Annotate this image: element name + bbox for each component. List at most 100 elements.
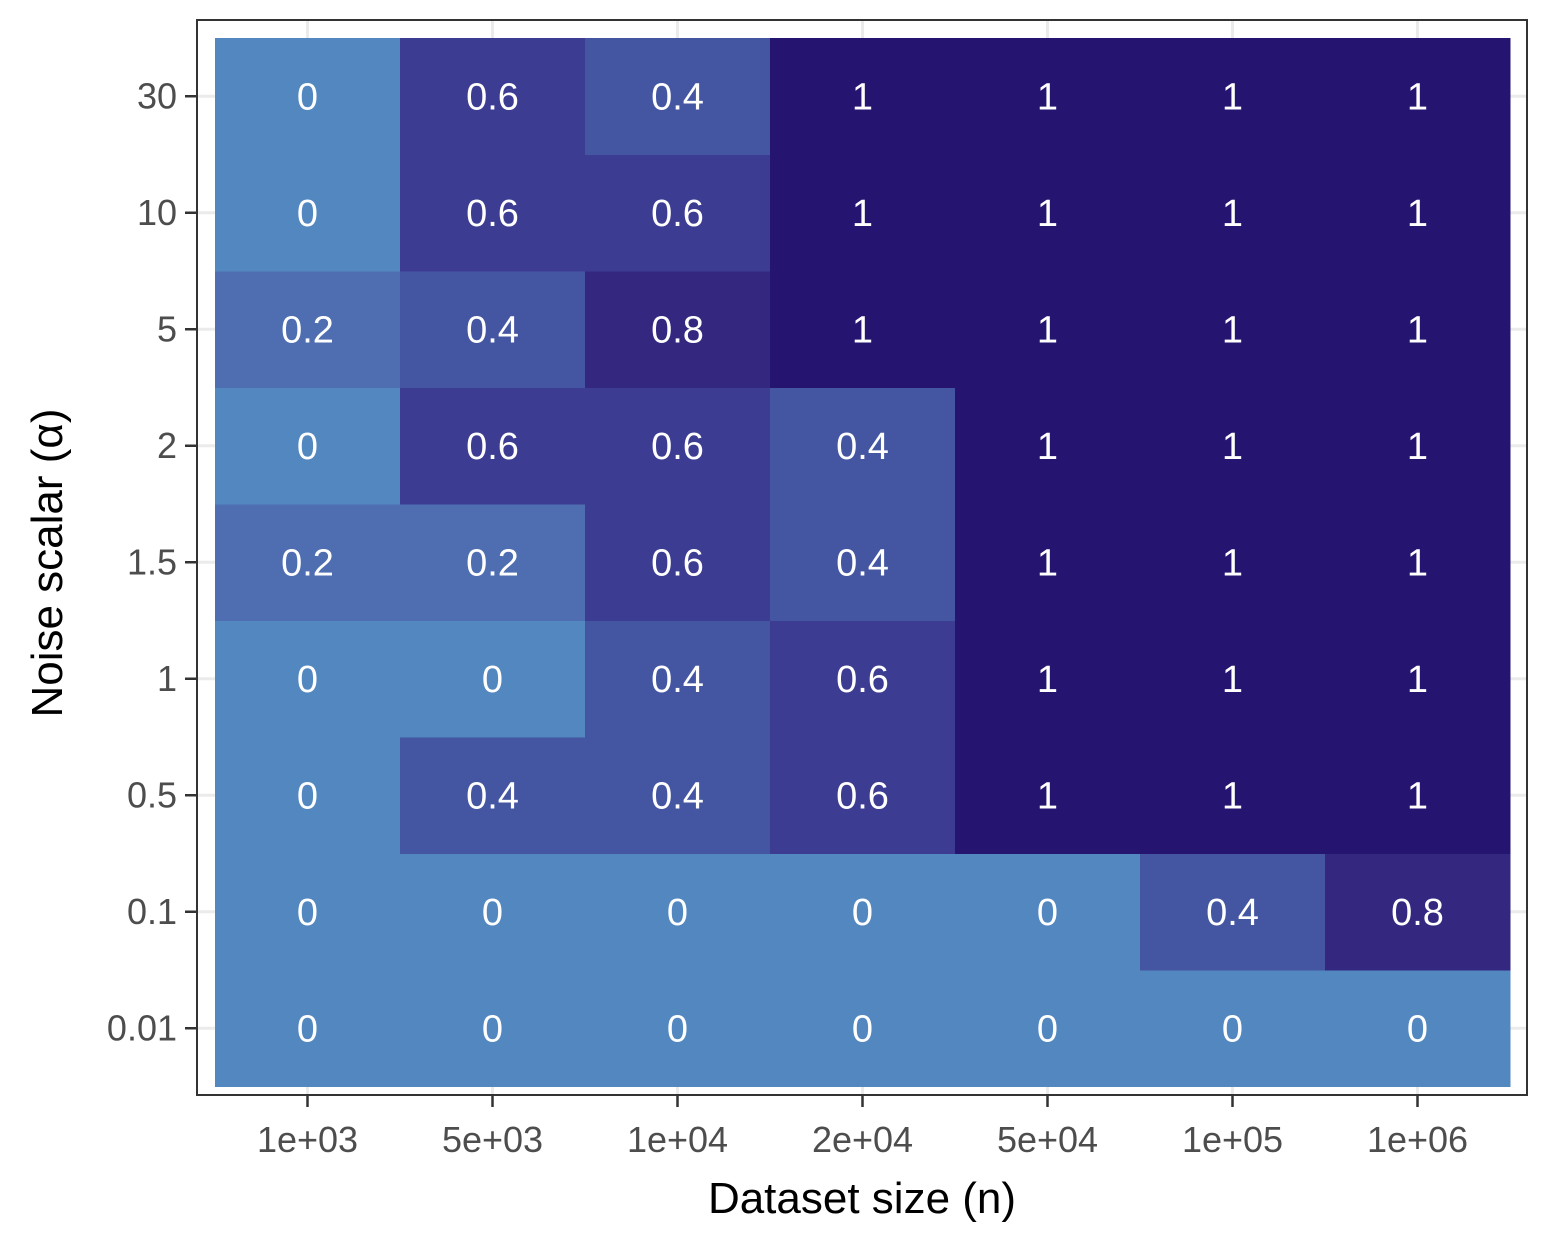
- cell-1e-04-0-01: [585, 970, 771, 1087]
- cell-5e-03-10: [400, 154, 586, 272]
- cell-1e-05-5: [1140, 271, 1326, 388]
- cell-label-1e-06-0-01: 0: [1407, 1008, 1428, 1050]
- cell-label-1e-05-1: 1: [1222, 659, 1243, 701]
- y-tick-label-2: 2: [157, 425, 177, 466]
- cell-1e-06-0-5: [1325, 737, 1511, 854]
- cell-2e-04-0-1: [770, 853, 956, 971]
- x-tick-label-1e-03: 1e+03: [257, 1119, 358, 1160]
- cell-5e-03-0-1: [400, 853, 586, 971]
- cell-label-5e-03-0-01: 0: [482, 1008, 503, 1050]
- cell-label-1e-04-1: 0.4: [651, 659, 704, 701]
- cell-label-1e-03-2: 0: [297, 426, 318, 468]
- cell-label-1e-05-2: 1: [1222, 426, 1243, 468]
- cell-1e-03-0-01: [215, 970, 401, 1087]
- cell-1e-06-5: [1325, 271, 1511, 388]
- cell-label-1e-06-10: 1: [1407, 193, 1428, 235]
- cell-2e-04-1: [770, 620, 956, 738]
- cell-label-2e-04-10: 1: [852, 193, 873, 235]
- cell-1e-03-1-5: [215, 504, 401, 621]
- cell-5e-03-30: [400, 38, 586, 155]
- cell-1e-05-0-1: [1140, 853, 1326, 971]
- cell-1e-06-2: [1325, 387, 1511, 505]
- cell-5e-03-0-01: [400, 970, 586, 1087]
- y-tick-label-10: 10: [137, 192, 177, 233]
- cell-label-1e-03-10: 0: [297, 193, 318, 235]
- cell-1e-06-0-01: [1325, 970, 1511, 1087]
- cell-5e-04-0-01: [955, 970, 1141, 1087]
- cell-label-1e-04-10: 0.6: [651, 193, 704, 235]
- x-tick-label-5e-04: 5e+04: [997, 1119, 1098, 1160]
- cell-5e-04-1: [955, 620, 1141, 738]
- axis-ticks: 1e+03 5e+03 1e+04 2e+04 5e+04 1e+05 1e+06 0.01 0…: [107, 75, 1468, 1160]
- cell-1e-03-2: [215, 387, 401, 505]
- cell-1e-05-30: [1140, 38, 1326, 155]
- cell-label-5e-03-2: 0.6: [466, 426, 519, 468]
- cell-5e-03-2: [400, 387, 586, 505]
- cell-label-5e-04-5: 1: [1037, 309, 1058, 351]
- cell-1e-06-0-1: [1325, 853, 1511, 971]
- x-tick-label-2e-04: 2e+04: [812, 1119, 913, 1160]
- cell-1e-05-2: [1140, 387, 1326, 505]
- cell-label-1e-03-0-5: 0: [297, 775, 318, 817]
- cell-label-5e-04-0-1: 0: [1037, 892, 1058, 934]
- cell-label-2e-04-1-5: 0.4: [836, 542, 889, 584]
- cell-1e-04-1-5: [585, 504, 771, 621]
- cell-label-1e-05-10: 1: [1222, 193, 1243, 235]
- cell-label-1e-06-0-1: 0.8: [1391, 892, 1444, 934]
- cell-2e-04-2: [770, 387, 956, 505]
- y-tick-label-5: 5: [157, 308, 177, 349]
- cell-2e-04-1-5: [770, 504, 956, 621]
- cell-label-5e-04-1: 1: [1037, 659, 1058, 701]
- cell-1e-04-2: [585, 387, 771, 505]
- cell-label-5e-03-1-5: 0.2: [466, 542, 519, 584]
- x-tick-label-5e-03: 5e+03: [442, 1119, 543, 1160]
- cell-label-1e-06-30: 1: [1407, 76, 1428, 118]
- cell-label-5e-03-30: 0.6: [466, 76, 519, 118]
- cell-5e-04-2: [955, 387, 1141, 505]
- cell-label-1e-06-1-5: 1: [1407, 542, 1428, 584]
- cell-label-1e-03-30: 0: [297, 76, 318, 118]
- cell-2e-04-30: [770, 38, 956, 155]
- cell-label-1e-06-2: 1: [1407, 426, 1428, 468]
- cell-label-1e-04-2: 0.6: [651, 426, 704, 468]
- cell-label-5e-04-2: 1: [1037, 426, 1058, 468]
- cell-label-5e-04-30: 1: [1037, 76, 1058, 118]
- cell-1e-06-1-5: [1325, 504, 1511, 621]
- cell-1e-03-0-1: [215, 853, 401, 971]
- y-axis-title: Noise scalar (α): [23, 408, 72, 717]
- cell-1e-03-10: [215, 154, 401, 272]
- cell-label-5e-03-0-1: 0: [482, 892, 503, 934]
- cell-label-1e-05-0-01: 0: [1222, 1008, 1243, 1050]
- x-axis-title: Dataset size (n): [708, 1174, 1016, 1223]
- cell-5e-04-0-1: [955, 853, 1141, 971]
- cell-label-2e-04-0-1: 0: [852, 892, 873, 934]
- cell-1e-03-30: [215, 38, 401, 155]
- x-tick-label-1e-05: 1e+05: [1182, 1119, 1283, 1160]
- cell-labels: 0 0 0 0 0 0 0 0 0 0 0 0 0.4 0.8 0 0.4 0.4 0.6 1 1 1 0 0 0.4 0.6 1…: [281, 76, 1444, 1050]
- cell-label-5e-04-10: 1: [1037, 193, 1058, 235]
- y-tick-label-30: 30: [137, 75, 177, 116]
- cell-label-1e-03-5: 0.2: [281, 309, 334, 351]
- cell-label-2e-04-30: 1: [852, 76, 873, 118]
- cell-label-1e-06-1: 1: [1407, 659, 1428, 701]
- cell-1e-04-30: [585, 38, 771, 155]
- cell-5e-04-0-5: [955, 737, 1141, 854]
- cell-label-1e-03-0-1: 0: [297, 892, 318, 934]
- cell-5e-04-30: [955, 38, 1141, 155]
- cell-1e-06-10: [1325, 154, 1511, 272]
- cell-label-5e-04-1-5: 1: [1037, 542, 1058, 584]
- cell-label-2e-04-1: 0.6: [836, 659, 889, 701]
- cell-1e-04-0-5: [585, 737, 771, 854]
- cell-label-1e-05-30: 1: [1222, 76, 1243, 118]
- cell-label-2e-04-5: 1: [852, 309, 873, 351]
- y-tick-label-1-5: 1.5: [127, 541, 177, 582]
- cell-label-1e-05-0-1: 0.4: [1206, 892, 1259, 934]
- y-tick-label-0-01: 0.01: [107, 1007, 177, 1048]
- x-tick-label-1e-04: 1e+04: [627, 1119, 728, 1160]
- cell-2e-04-0-5: [770, 737, 956, 854]
- cell-label-1e-03-0-01: 0: [297, 1008, 318, 1050]
- cell-label-5e-04-0-5: 1: [1037, 775, 1058, 817]
- cell-label-1e-05-0-5: 1: [1222, 775, 1243, 817]
- cell-1e-05-0-01: [1140, 970, 1326, 1087]
